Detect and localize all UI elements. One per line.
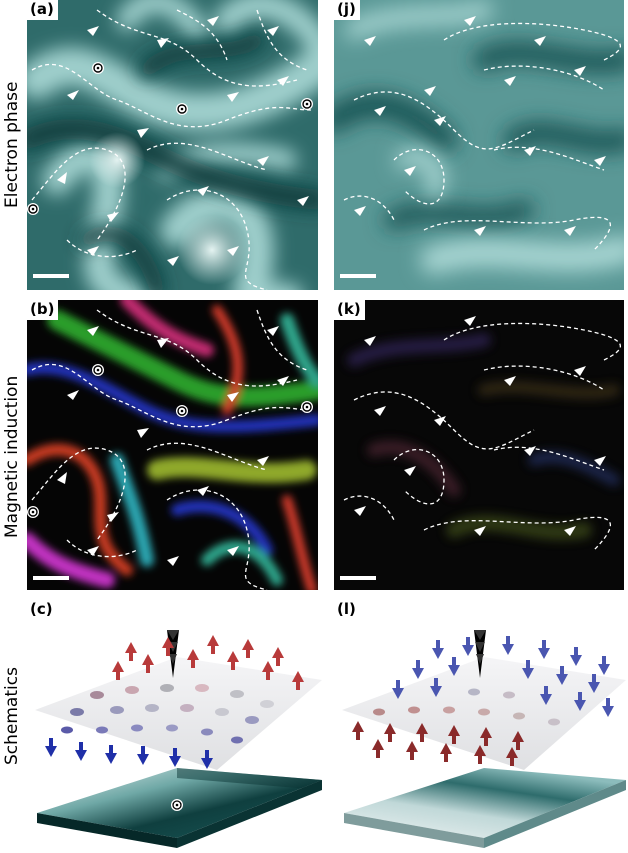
chirality-arrows xyxy=(57,326,289,566)
scale-bar xyxy=(340,274,376,278)
scale-bar xyxy=(33,274,69,278)
panel-label-b: (b) xyxy=(27,300,59,320)
vortex-markers xyxy=(27,62,313,215)
panel-label-a: (a) xyxy=(27,0,58,20)
scale-bar xyxy=(340,576,376,580)
schematic-right xyxy=(342,630,626,848)
spin-arrows-inplane xyxy=(373,688,560,726)
domain-wall-contours xyxy=(31,309,313,590)
panel-b-magnetic-induction: (b) xyxy=(27,300,318,590)
spin-arrows-inplane xyxy=(61,684,274,744)
spin-arrows-up xyxy=(352,721,524,766)
phase-image-right xyxy=(334,0,624,290)
panel-a-electron-phase: (a) xyxy=(27,0,318,290)
panel-label-c: (c) xyxy=(30,600,53,618)
phase-floor xyxy=(344,768,626,838)
domain-wall-contours xyxy=(31,9,313,290)
panel-c-schematic: (c) xyxy=(27,600,325,853)
panel-l-schematic: (l) xyxy=(334,600,628,853)
schematic-left xyxy=(35,630,322,848)
vortex-markers xyxy=(27,364,313,518)
panel-label-l: (l) xyxy=(337,600,356,618)
chirality-arrows xyxy=(57,16,309,266)
panel-label-k: (k) xyxy=(334,300,365,320)
spin-arrows-down xyxy=(45,738,213,769)
panel-j-electron-phase: (j) xyxy=(334,0,624,290)
spin-arrows-down xyxy=(392,636,614,717)
panel-k-magnetic-induction: (k) xyxy=(334,300,624,590)
domain-wall-contours xyxy=(343,322,621,551)
row-label-magnetic-induction: Magnetic induction xyxy=(2,375,22,538)
chirality-arrows xyxy=(354,16,606,236)
spin-plane xyxy=(35,657,322,770)
panel-label-j: (j) xyxy=(334,0,360,20)
domain-wall-contours xyxy=(343,22,621,251)
induction-image-left xyxy=(27,300,318,590)
phase-image-left xyxy=(27,0,318,290)
scale-bar xyxy=(33,576,69,580)
chirality-arrows xyxy=(354,316,606,536)
row-label-electron-phase: Electron phase xyxy=(2,81,22,208)
electron-beam-icon xyxy=(474,630,486,678)
induction-image-right xyxy=(334,300,624,590)
row-label-schematics: Schematics xyxy=(2,667,22,765)
spin-arrows-up xyxy=(112,635,304,690)
